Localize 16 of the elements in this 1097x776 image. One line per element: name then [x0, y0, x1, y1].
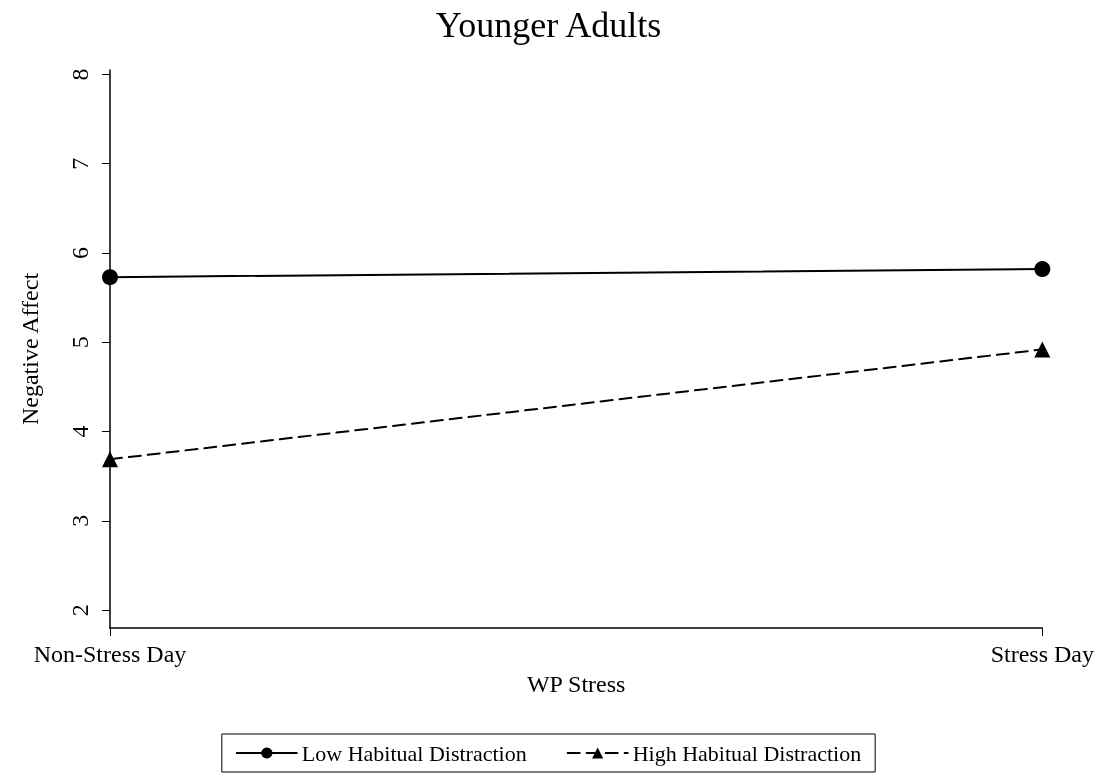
- chart-title: Younger Adults: [435, 5, 662, 45]
- y-tick-label: 8: [67, 68, 93, 81]
- y-tick-label: 6: [67, 247, 93, 260]
- y-tick-label: 2: [67, 604, 93, 617]
- y-tick-label: 5: [67, 336, 93, 349]
- x-tick-label: Non-Stress Day: [33, 641, 187, 667]
- y-tick-label: 7: [67, 157, 93, 170]
- y-tick-label: 4: [67, 425, 93, 438]
- point: [1034, 261, 1051, 278]
- legend-label: High Habitual Distraction: [632, 740, 862, 766]
- y-tick-label: 3: [67, 514, 93, 527]
- y-axis-title: Negative Affect: [17, 272, 43, 426]
- x-axis-title: WP Stress: [526, 671, 626, 697]
- x-tick-label: Stress Day: [990, 641, 1094, 667]
- point: [102, 269, 118, 286]
- legend-label: Low Habitual Distraction: [301, 740, 527, 766]
